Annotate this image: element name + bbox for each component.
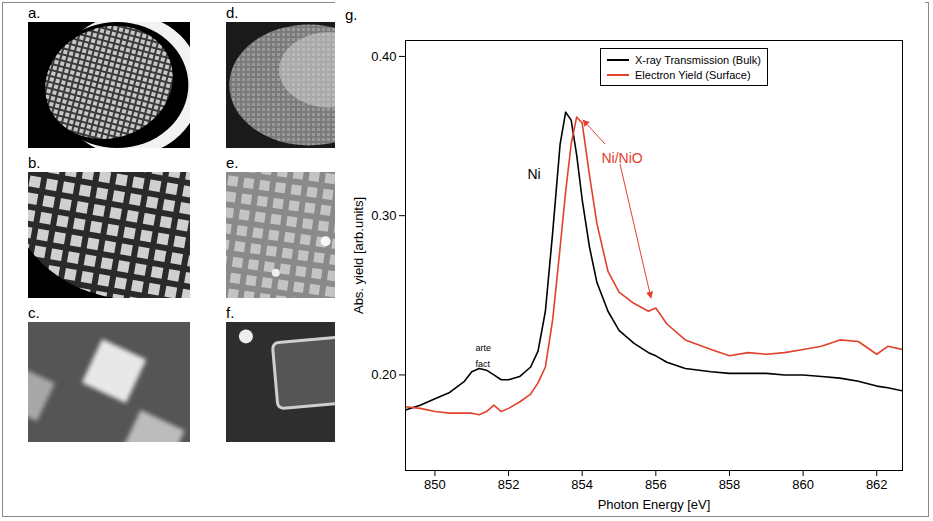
html-text:b.: b. [28, 154, 41, 171]
svg-text:860: 860 [792, 477, 814, 492]
svg-text:862: 862 [866, 477, 888, 492]
svg-text:0.30: 0.30 [371, 208, 396, 223]
html-text:a.: a. [28, 4, 41, 21]
svg-text:850: 850 [424, 477, 446, 492]
svg-text:artefact: artefact [476, 343, 492, 368]
svg-text:Ni: Ni [528, 166, 541, 182]
html-text:e.: e. [226, 154, 239, 171]
html-text:c.: c. [28, 304, 40, 321]
html-text:d.: d. [226, 4, 239, 21]
svg-text:Abs. yield [arb.units]: Abs. yield [arb.units] [351, 197, 366, 314]
html-text:g.: g. [345, 6, 358, 23]
svg-text:852: 852 [498, 477, 520, 492]
html-text:Electron Yield (Surface): Electron Yield (Surface) [635, 68, 751, 81]
svg-text:Photon Energy [eV]: Photon Energy [eV] [598, 497, 711, 512]
svg-text:858: 858 [719, 477, 741, 492]
html-text:f.: f. [226, 304, 235, 321]
svg-text:Ni/NiO: Ni/NiO [602, 150, 643, 166]
html-text:X-ray Transmission (Bulk): X-ray Transmission (Bulk) [635, 53, 761, 66]
svg-text:0.40: 0.40 [371, 49, 396, 64]
svg-text:0.20: 0.20 [371, 367, 396, 382]
svg-text:856: 856 [645, 477, 667, 492]
svg-text:854: 854 [571, 477, 593, 492]
